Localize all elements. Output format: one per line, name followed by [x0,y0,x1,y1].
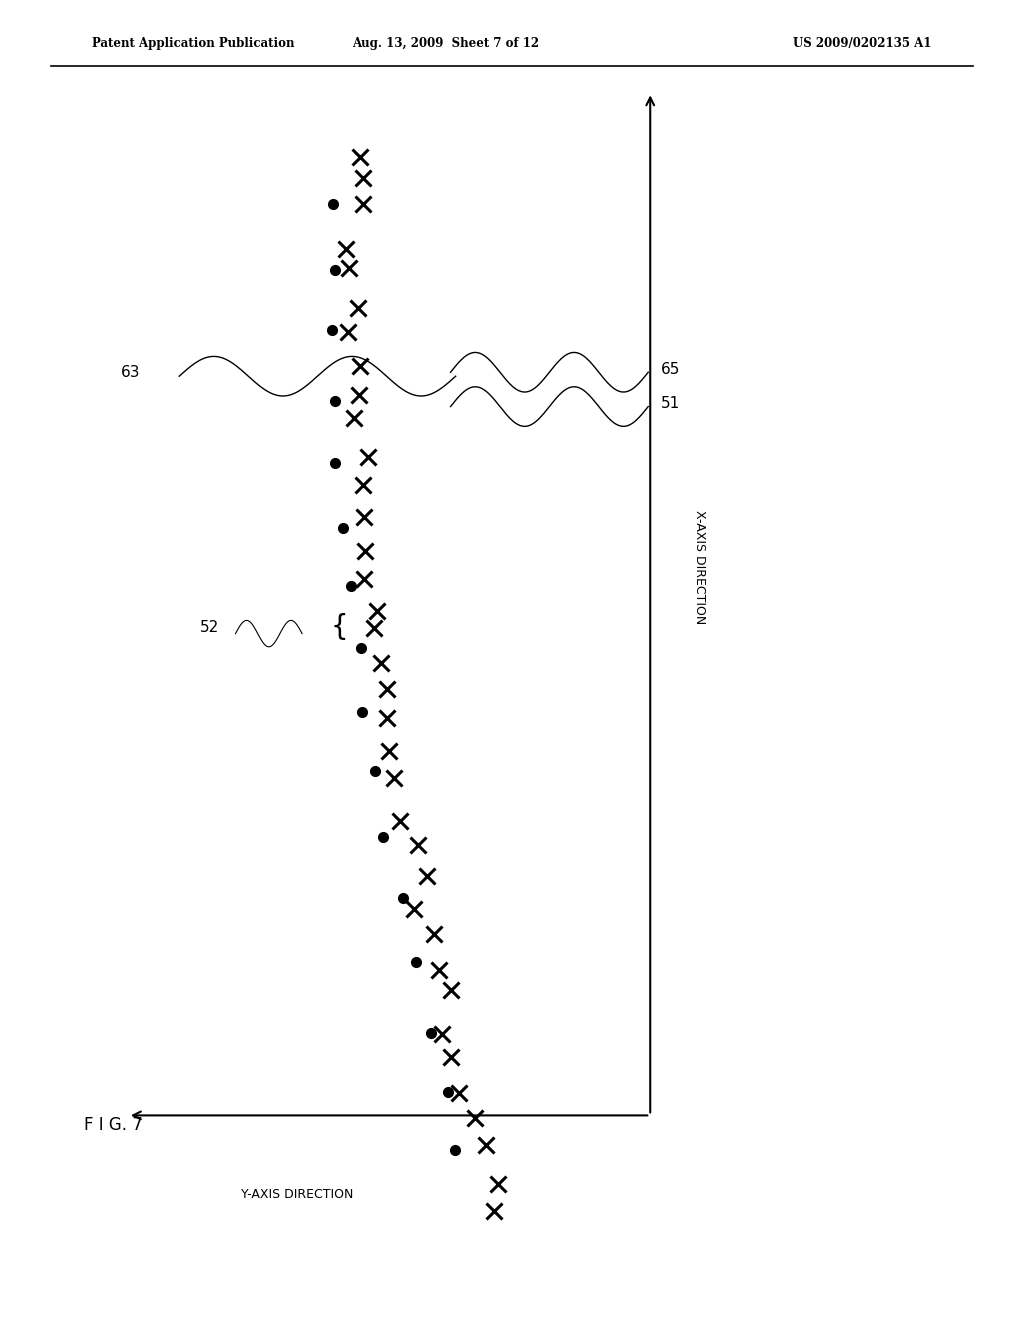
Text: Y-AXIS DIRECTION: Y-AXIS DIRECTION [241,1188,353,1201]
Text: US 2009/0202135 A1: US 2009/0202135 A1 [794,37,932,50]
Text: Aug. 13, 2009  Sheet 7 of 12: Aug. 13, 2009 Sheet 7 of 12 [352,37,539,50]
Text: 65: 65 [660,362,680,378]
Text: X-AXIS DIRECTION: X-AXIS DIRECTION [693,511,706,624]
Text: 52: 52 [200,619,219,635]
Text: 63: 63 [121,364,140,380]
Text: 51: 51 [660,396,680,412]
Text: {: { [331,612,348,642]
Text: F I G. 7: F I G. 7 [84,1115,142,1134]
Text: Patent Application Publication: Patent Application Publication [92,37,295,50]
